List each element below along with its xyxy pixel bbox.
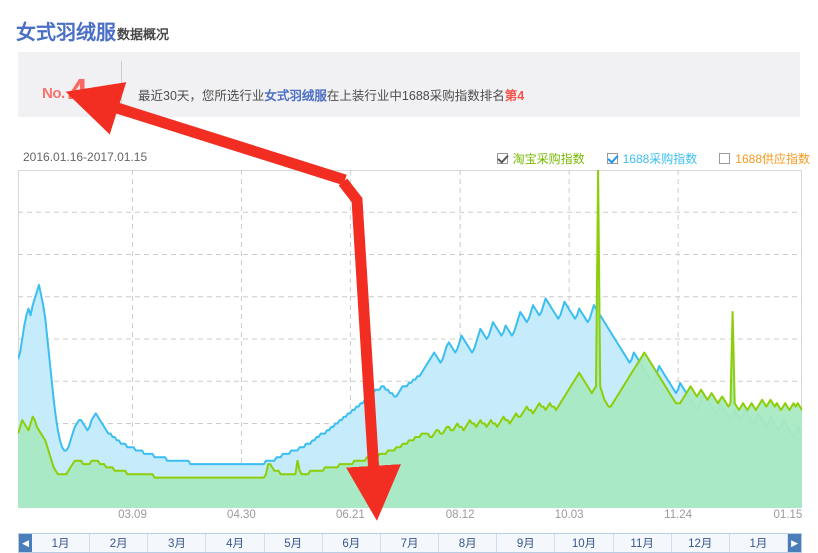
legend-item-1688-supply[interactable]: 1688供应指数 (719, 150, 810, 167)
rank-prefix-label: No. (42, 85, 65, 102)
rank-desc-keyword: 女式羽绒服 (264, 89, 327, 103)
month-tab-7[interactable]: 7月 (381, 534, 440, 552)
rank-desc-rank: 第4 (504, 89, 525, 103)
page-title: 女式羽绒服数据概况 (16, 16, 169, 45)
month-tab-bar[interactable]: ◀ 1月 2月 3月 4月 5月 6月 7月 8月 9月 10月 11月 12月 1月 ▶ (18, 533, 802, 553)
legend-checkbox-1688-purchase[interactable] (606, 153, 618, 164)
chart-plot-area[interactable] (18, 170, 802, 508)
page-title-subtitle: 数据概况 (117, 27, 170, 42)
rank-desc-part1: 最近30天，您所选行业 (138, 89, 265, 103)
rank-value-label: 4 (68, 71, 89, 112)
month-tab-1[interactable]: 1月 (32, 534, 91, 552)
legend-label-taobao-purchase: 淘宝采购指数 (512, 152, 585, 166)
x-axis-tick-3: 08.12 (445, 509, 475, 521)
rank-description: 最近30天，您所选行业女式羽绒服在上装行业中1688采购指数排名第4 (138, 85, 524, 104)
month-tab-13[interactable]: 1月 (730, 534, 789, 552)
legend-label-1688-supply: 1688供应指数 (735, 152, 810, 166)
month-tab-5[interactable]: 5月 (265, 534, 323, 552)
rank-badge: No. 4 (38, 62, 114, 112)
month-tab-11[interactable]: 11月 (614, 534, 672, 552)
chart-x-axis: 03.09 04.30 06.21 08.12 10.03 11.24 01.15 (18, 509, 802, 527)
month-tab-12[interactable]: 12月 (672, 534, 730, 552)
legend-label-1688-purchase: 1688采购指数 (622, 152, 698, 166)
legend-item-taobao-purchase[interactable]: 淘宝采购指数 (496, 150, 585, 167)
legend-checkbox-1688-supply[interactable] (719, 153, 731, 164)
month-tab-10[interactable]: 10月 (555, 534, 614, 552)
chart-date-range: 2016.01.16-2017.01.15 (23, 150, 148, 164)
chart-legend: 淘宝采购指数 1688采购指数 1688供应指数 (475, 150, 810, 167)
x-axis-tick-4: 10.03 (554, 509, 584, 521)
x-axis-tick-2: 06.21 (336, 509, 365, 521)
tab-prev-arrow[interactable]: ◀ (19, 534, 32, 552)
month-tab-8[interactable]: 8月 (439, 534, 498, 552)
x-axis-tick-5: 11.24 (664, 509, 693, 521)
x-axis-tick-0: 03.09 (118, 509, 147, 521)
x-axis-tick-1: 04.30 (227, 509, 256, 521)
month-tab-6[interactable]: 6月 (323, 534, 381, 552)
x-axis-tick-6: 01.15 (773, 509, 803, 521)
month-tab-9[interactable]: 9月 (497, 534, 556, 552)
rank-banner: No. 4 最近30天，您所选行业女式羽绒服在上装行业中1688采购指数排名第4 (18, 52, 800, 117)
chart-canvas (18, 170, 802, 508)
month-tab-4[interactable]: 4月 (206, 534, 265, 552)
banner-divider (121, 61, 122, 108)
month-tab-3[interactable]: 3月 (148, 534, 207, 552)
legend-item-1688-purchase[interactable]: 1688采购指数 (606, 150, 698, 167)
tab-next-arrow[interactable]: ▶ (788, 534, 801, 552)
legend-checkbox-taobao-purchase[interactable] (496, 153, 508, 164)
rank-desc-part2: 在上装行业中1688采购指数排名 (326, 89, 505, 103)
month-tab-2[interactable]: 2月 (90, 534, 149, 552)
page-title-keyword: 女式羽绒服 (16, 22, 116, 44)
